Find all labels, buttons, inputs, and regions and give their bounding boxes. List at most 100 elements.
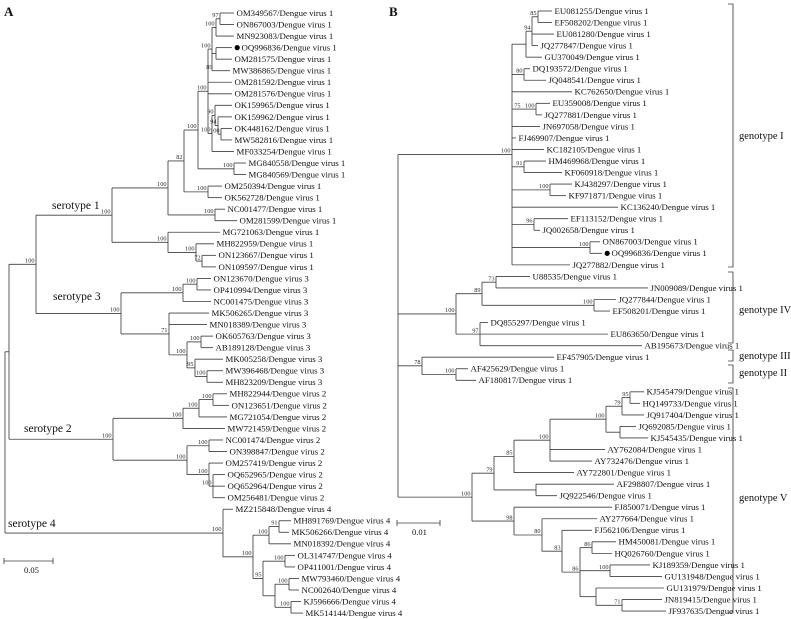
taxon-label: ON398847/Dengue virus 2	[230, 446, 325, 456]
taxon-label: OM250394/Dengue virus 1	[225, 181, 322, 191]
bootstrap-value: 100	[579, 241, 588, 248]
bootstrap-value: 100	[197, 84, 206, 91]
bootstrap-value: 91	[516, 160, 522, 167]
bootstrap-value: 100	[186, 277, 195, 284]
taxon-label: OM281599/Dengue virus 1	[240, 216, 337, 226]
taxon-label: MN018392/Dengue virus 4	[294, 539, 391, 549]
bootstrap-value: 100	[185, 246, 194, 253]
taxon-label: OM281592/Dengue virus 1	[235, 77, 332, 87]
genotype-label: genotype I	[739, 131, 784, 142]
taxon-label: EF508202/Dengue virus 1	[555, 17, 648, 27]
taxon-label: KC762650/Dengue virus 1	[575, 87, 670, 97]
taxon-label: AB189128/Dengue virus 3	[216, 343, 311, 353]
bootstrap-value: 100	[176, 348, 185, 355]
taxon-label: EF457905/Dengue virus 1	[557, 352, 650, 362]
bootstrap-value: 80	[516, 68, 522, 75]
bootstrap-value: 100	[172, 286, 181, 293]
bootstrap-value: 100	[176, 453, 185, 460]
taxon-label: OM281575/Dengue virus 1	[235, 54, 332, 64]
bootstrap-value: 100	[595, 412, 604, 419]
bootstrap-value: 71	[614, 599, 620, 606]
taxon-label: NC001475/Dengue virus 3	[214, 296, 309, 306]
bootstrap-value: 100	[202, 393, 211, 400]
taxon-label: HM450081/Dengue virus 1	[619, 537, 716, 547]
taxon-label: AF298807/Dengue virus 1	[617, 479, 711, 489]
taxon-label: EU359008/Dengue virus 1	[553, 98, 647, 108]
taxon-label: MN923083/Dengue virus 1	[237, 31, 334, 41]
bootstrap-value: 100	[525, 102, 534, 109]
taxon-label: OP411001/Dengue virus 4	[298, 562, 392, 572]
bootstrap-value: 82	[176, 154, 182, 161]
taxon-label: MK506266/Dengue virus 4	[292, 527, 389, 537]
taxon-label: KJ596666/Dengue virus 4	[304, 596, 397, 606]
taxon-label: OK159965/Dengue virus 1	[235, 100, 330, 110]
taxon-label: AB195673/Dengue virus 1	[645, 341, 740, 351]
bootstrap-value: 95	[622, 391, 628, 398]
genotype-label: genotype V	[739, 493, 788, 504]
taxon-label: MW582816/Dengue virus 1	[235, 135, 334, 145]
bootstrap-value: 100	[280, 601, 289, 608]
bootstrap-value: 100	[445, 368, 454, 375]
bootstrap-value: 94	[210, 119, 217, 126]
bootstrap-value: 100	[101, 208, 110, 215]
serotype-label: serotype 3	[53, 291, 101, 303]
taxon-label: MW721459/Dengue virus 2	[228, 423, 327, 433]
taxon-label: JQ692085/Dengue virus 1	[639, 421, 731, 431]
bootstrap-value: 100	[157, 236, 166, 243]
panel-letter-b: B	[389, 4, 398, 19]
taxon-label: AY277664/Dengue virus 1	[600, 514, 694, 524]
taxon-label: OK159962/Dengue virus 1	[235, 112, 330, 122]
taxon-label: FJ850071/Dengue virus 1	[615, 502, 706, 512]
bootstrap-value: 100	[461, 490, 470, 497]
highlight-marker	[234, 45, 240, 51]
serotype-label: serotype 4	[8, 518, 56, 530]
taxon-label: ON867003/Dengue virus 1	[603, 237, 698, 247]
taxon-label: EU863650/Dengue virus 1	[611, 329, 705, 339]
bootstrap-value: 96	[526, 218, 532, 225]
taxon-label: KJ545479/Dengue virus 1	[647, 387, 739, 397]
taxon-label: MH822959/Dengue virus 1	[217, 239, 314, 249]
bootstrap-value: 80	[534, 528, 540, 535]
bootstrap-value: 100	[198, 439, 207, 446]
taxon-label: DQ855297/Dengue virus 1	[491, 317, 586, 327]
taxon-label: AY762084/Dengue virus 1	[608, 444, 702, 454]
taxon-label: HM469968/Dengue virus 1	[549, 156, 646, 166]
taxon-label: JF937635/Dengue virus 1	[669, 606, 760, 616]
bootstrap-value: 100	[172, 412, 181, 419]
bootstrap-value: 100	[445, 307, 454, 314]
taxon-label: GU131948/Dengue virus 1	[665, 571, 760, 581]
taxon-label: KC136240/Dengue virus 1	[621, 202, 716, 212]
taxon-label: JQ277847/Dengue virus 1	[541, 41, 633, 51]
clade-bracket	[728, 271, 734, 344]
taxon-label: OM257419/Dengue virus 2	[226, 458, 323, 468]
bootstrap-value: 100	[539, 433, 548, 440]
taxon-label: EU081280/Dengue virus 1	[557, 29, 651, 39]
bootstrap-value: 100	[223, 162, 232, 169]
bootstrap-value: 95	[255, 572, 261, 579]
taxon-label: MH823209/Dengue virus 3	[226, 377, 323, 387]
taxon-label: FJ562106/Dengue virus 1	[595, 525, 686, 535]
bootstrap-value: 100	[25, 257, 34, 264]
taxon-label: JQ922546/Dengue virus 1	[560, 491, 652, 501]
highlight-marker	[604, 250, 610, 256]
taxon-label: JN697058/Dengue virus 1	[543, 121, 635, 131]
taxon-label: OQ652965/Dengue virus 2	[228, 470, 323, 480]
taxon-label: MZ215848/Dengue virus 4	[236, 504, 332, 514]
bootstrap-value: 100	[258, 528, 267, 535]
taxon-label: OQ652964/Dengue virus 2	[228, 481, 323, 491]
serotype-label: serotype 2	[24, 423, 72, 435]
bootstrap-value: 100	[110, 307, 119, 314]
taxon-label: HQ149733/Dengue virus 1	[643, 398, 738, 408]
clade-bracket	[728, 3, 734, 268]
taxon-label: ON109597/Dengue virus 1	[219, 262, 314, 272]
taxon-label: OL314747/Dengue virus 4	[298, 550, 393, 560]
taxon-label: OM281576/Dengue virus 1	[235, 89, 332, 99]
taxon-label: JQ277882/Dengue virus 1	[573, 260, 665, 270]
taxon-label: MK514144/Dengue virus 4	[306, 608, 403, 618]
bootstrap-value: 100	[242, 550, 251, 557]
taxon-label: NC001474/Dengue virus 2	[226, 435, 321, 445]
taxon-label: MW793460/Dengue virus 4	[302, 573, 401, 583]
clade-bracket	[728, 364, 734, 384]
